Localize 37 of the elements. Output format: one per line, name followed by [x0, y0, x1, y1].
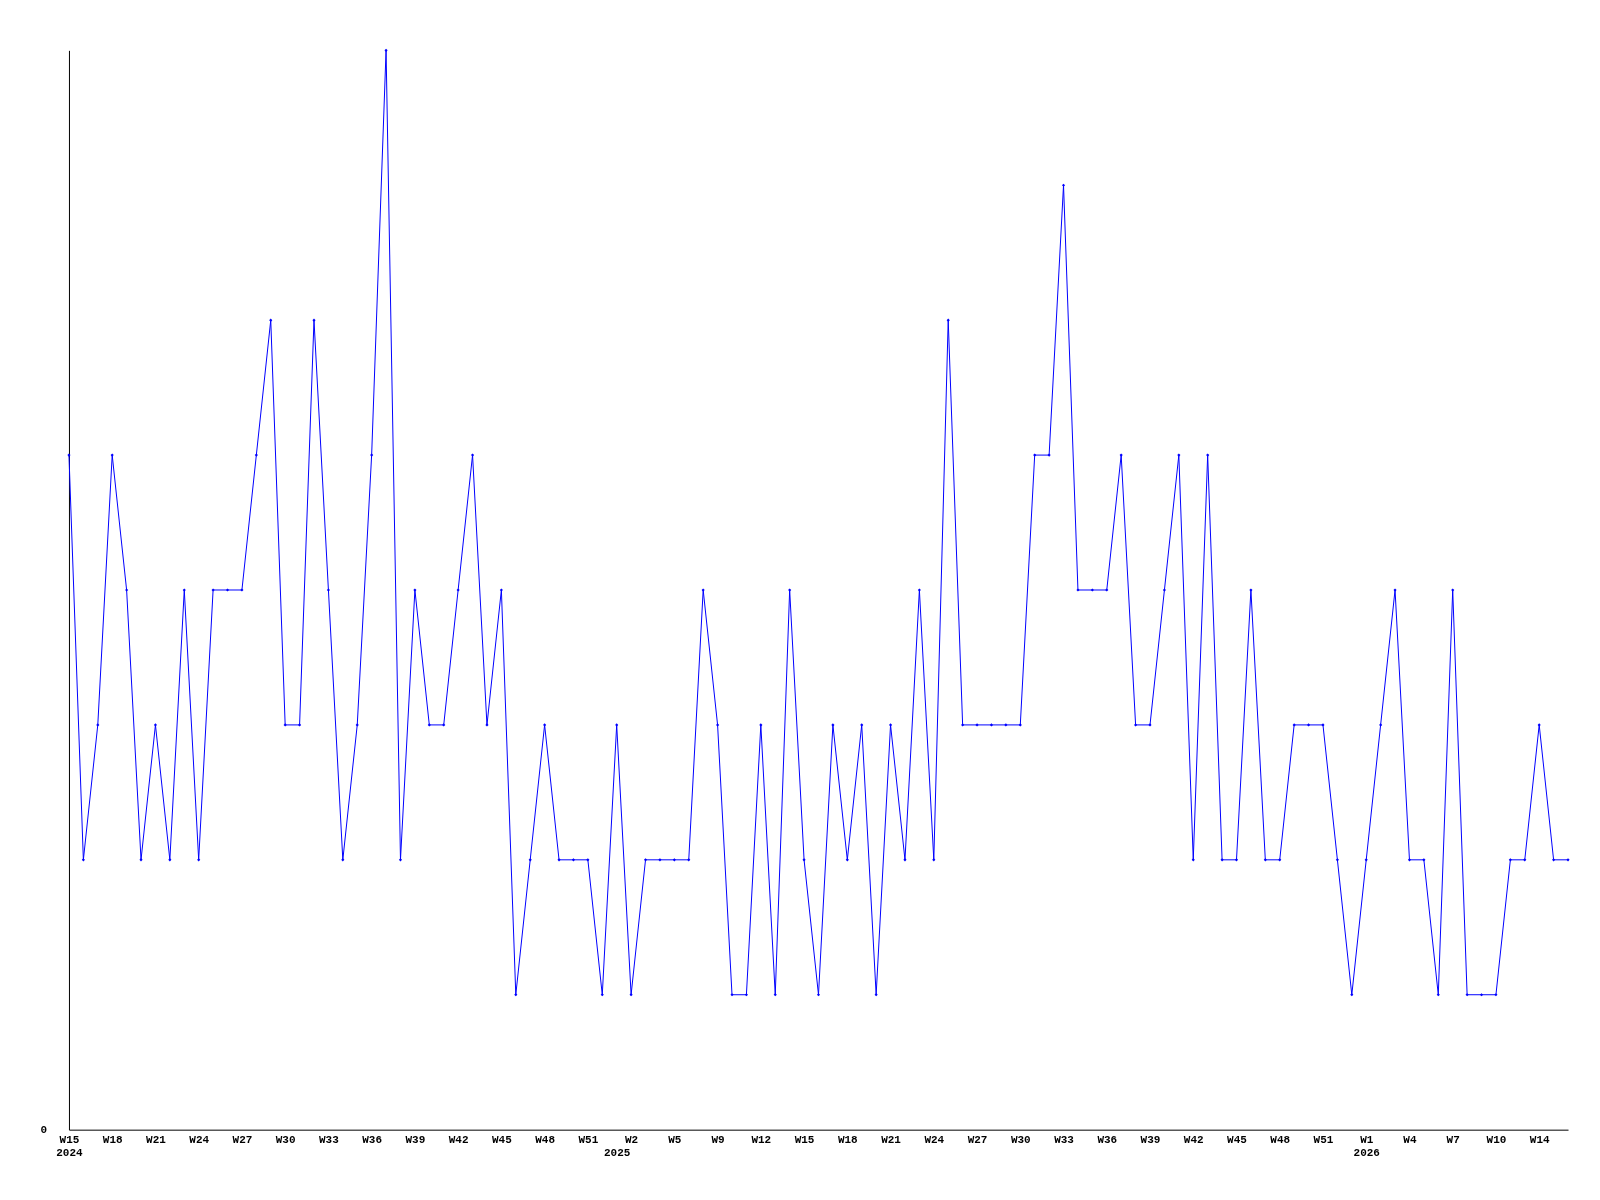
x-tick-label: W4 [1403, 1134, 1417, 1147]
x-tick-label: W18 [102, 1134, 123, 1147]
x-tick-label: W2 [625, 1134, 639, 1147]
x-tick-label: W33 [319, 1134, 340, 1147]
x-tick-label: W45 [491, 1134, 513, 1147]
x-tick-label: W30 [1010, 1134, 1031, 1147]
x-tick-label: W21 [881, 1134, 902, 1147]
x-tick-label: W36 [1097, 1134, 1118, 1147]
x-tick-label: W5 [668, 1134, 682, 1147]
x-tick-label: W24 [189, 1134, 210, 1147]
x-tick-label: W15 [794, 1134, 815, 1147]
x-tick-label: W1 2026 [1353, 1134, 1380, 1160]
x-tick-label: W24 [924, 1134, 945, 1147]
x-tick-label: W7 [1446, 1134, 1460, 1147]
x-tick-label: W27 [967, 1134, 988, 1147]
x-tick-label: W42 [448, 1134, 469, 1147]
text: 0 [40, 1123, 47, 1136]
x-tick-label: W27 [232, 1134, 253, 1147]
x-tick-label: 2025 [604, 1147, 631, 1160]
x-tick-label: W39 [405, 1134, 426, 1147]
x-tick-label: W45 [1227, 1134, 1248, 1147]
x-tick-label: W36 [362, 1134, 383, 1147]
x-tick-label: W18 [837, 1134, 858, 1147]
x-tick-label: W51 [578, 1134, 599, 1147]
x-tick-label: W15 2024 [56, 1134, 84, 1160]
x-tick-label: W9 [711, 1134, 725, 1147]
x-tick-label: W21 [146, 1134, 167, 1147]
x-tick-label: W51 [1313, 1134, 1334, 1147]
x-tick-label: W48 [1270, 1134, 1291, 1147]
x-tick-label: W14 [1529, 1134, 1550, 1147]
x-tick-label: W42 [1183, 1134, 1204, 1147]
x-tick-label: W33 [1054, 1134, 1075, 1147]
x-tick-label: W39 [1140, 1134, 1161, 1147]
x-tick-label: W48 [535, 1134, 556, 1147]
x-tick-label: W10 [1486, 1134, 1507, 1147]
x-tick-label: W30 [275, 1134, 296, 1147]
x-tick-label: W12 [751, 1134, 772, 1147]
